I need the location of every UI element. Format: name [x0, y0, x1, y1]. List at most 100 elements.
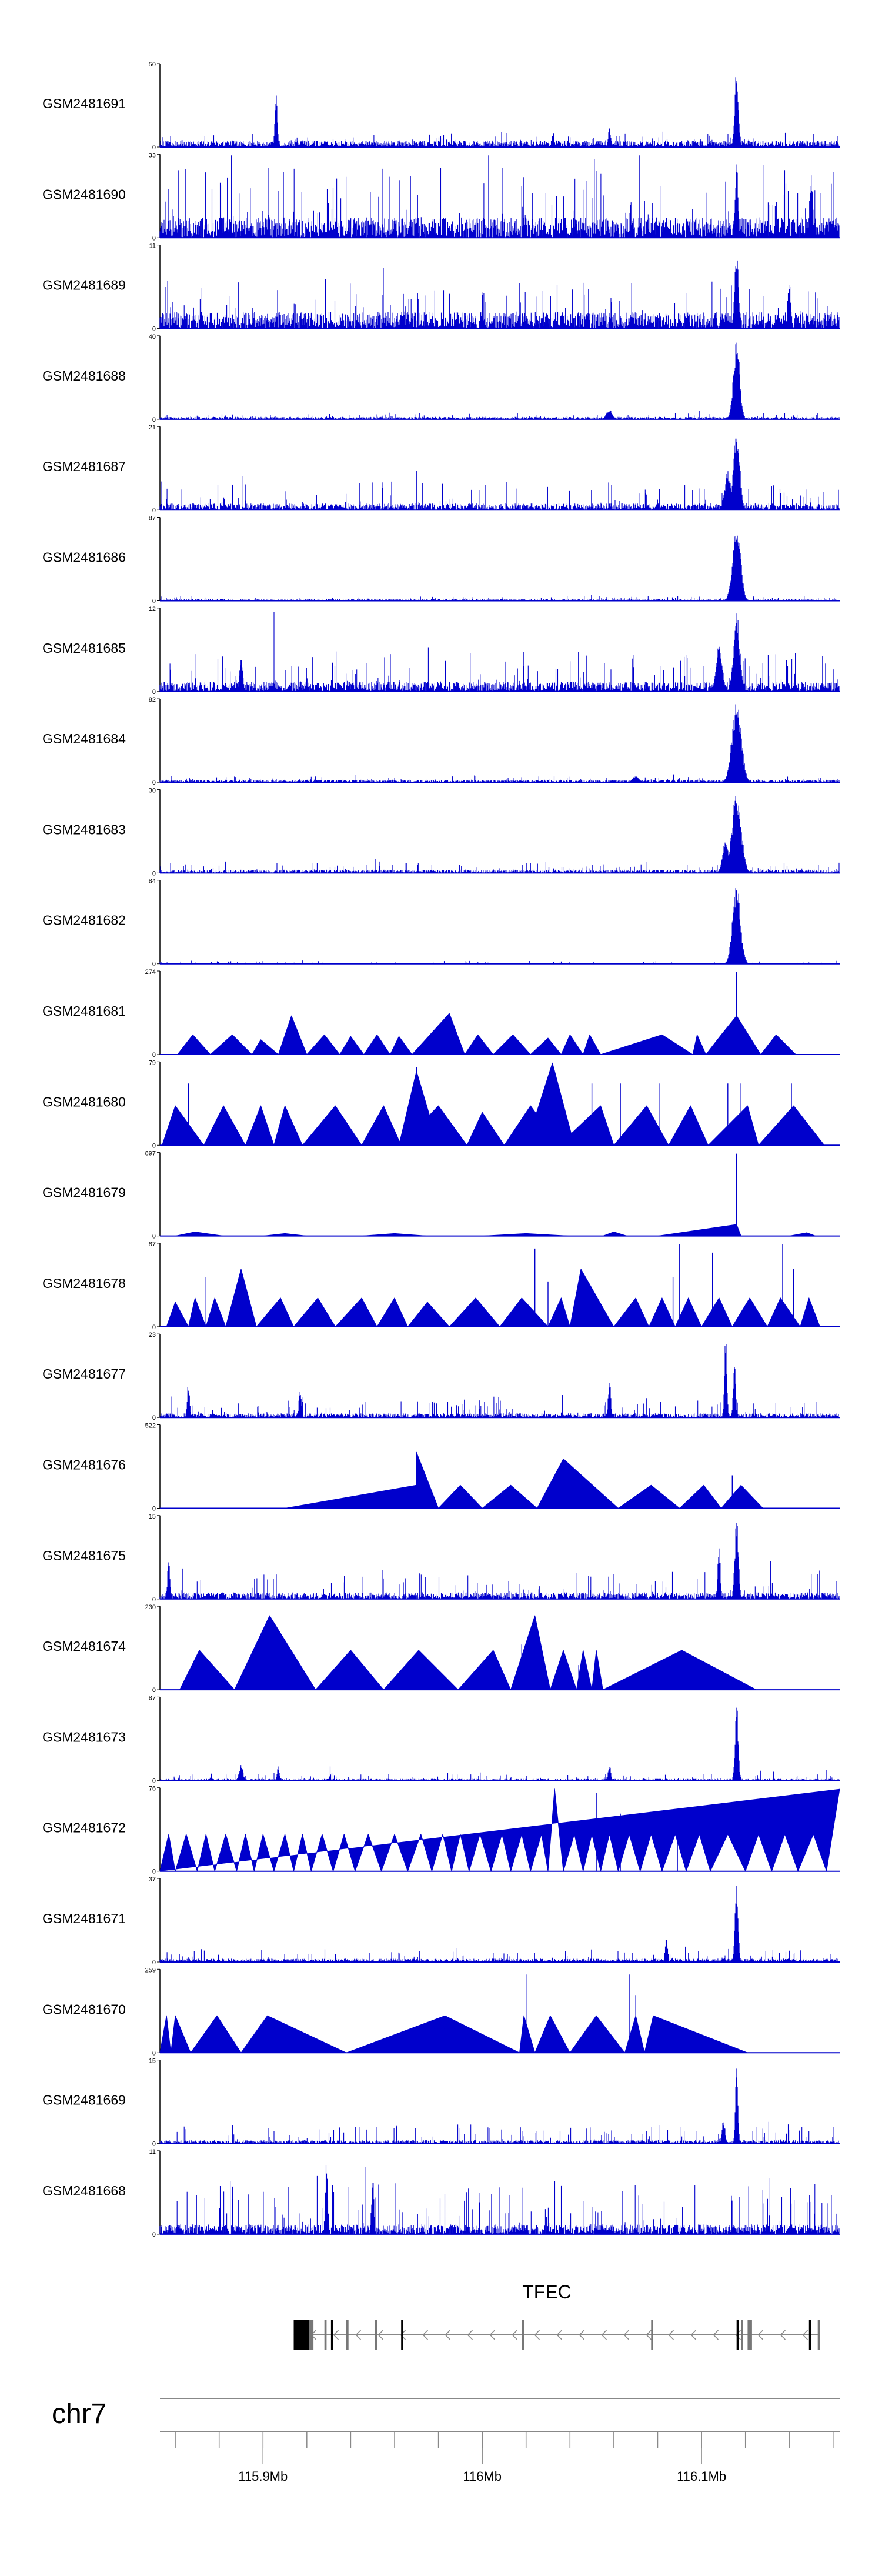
y-tick-label-min: 0 [152, 235, 156, 242]
signal-area [166, 1269, 820, 1327]
y-tick-label-max: 50 [149, 61, 156, 68]
exon [330, 2320, 333, 2350]
signal-spikes [188, 1067, 792, 1146]
ruler-ticks [175, 2432, 834, 2448]
exon [375, 2320, 377, 2350]
track-label: GSM2481671 [42, 1911, 126, 1926]
signal-bars [159, 342, 840, 419]
y-tick-label-min: 0 [152, 2141, 156, 2148]
y-tick-label-max: 79 [149, 1059, 156, 1066]
track-label: GSM2481691 [42, 96, 126, 111]
exon [522, 2320, 524, 2350]
track-GSM2481684: GSM2481684 82 0 [42, 696, 840, 786]
track-GSM2481680: GSM2481680 79 0 [42, 1059, 840, 1149]
track-GSM2481691: GSM2481691 50 0 [42, 61, 840, 151]
track-label: GSM2481672 [42, 1820, 126, 1836]
y-tick-label-max: 76 [149, 1786, 156, 1793]
track-GSM2481670: GSM2481670 259 0 [42, 1967, 840, 2057]
signal-tracks: GSM2481691500GSM2481690330GSM2481689110G… [42, 61, 840, 2238]
track-label: GSM2481669 [42, 2093, 126, 2108]
track-label: GSM2481668 [42, 2183, 126, 2198]
track-label: GSM2481686 [42, 550, 126, 565]
track-GSM2481682: GSM2481682 84 0 [42, 878, 840, 968]
x-tick-label: 116.1Mb [677, 2469, 726, 2484]
track-label: GSM2481685 [42, 640, 126, 656]
y-tick-label-max: 33 [149, 152, 156, 159]
signal-area [159, 1788, 840, 1872]
signal-spikes [521, 1644, 579, 1690]
signal-spikes [596, 1793, 678, 1871]
track-label: GSM2481673 [42, 1729, 126, 1744]
signal-bars [159, 155, 840, 238]
y-tick-label-max: 522 [145, 1423, 156, 1430]
signal-bars [159, 704, 840, 783]
y-tick-label-min: 0 [152, 1324, 156, 1331]
track-label: GSM2481675 [42, 1548, 126, 1563]
y-tick-label-max: 230 [145, 1604, 156, 1611]
y-tick-label-min: 0 [152, 1777, 156, 1784]
track-label: GSM2481674 [42, 1639, 126, 1654]
y-tick-label-max: 21 [149, 424, 156, 431]
y-tick-label-min: 0 [152, 1052, 156, 1059]
track-GSM2481683: GSM2481683 30 0 [42, 787, 840, 877]
exon [741, 2320, 743, 2350]
track-label: GSM2481681 [42, 1003, 126, 1019]
y-tick-label-max: 87 [149, 1694, 156, 1701]
signal-spikes [205, 1244, 794, 1327]
exon [293, 2320, 309, 2350]
x-tick-label: 116Mb [463, 2469, 502, 2484]
track-GSM2481687: GSM2481687 21 0 [42, 424, 840, 514]
signal-bars [159, 77, 840, 147]
y-tick-label-max: 11 [149, 2148, 156, 2155]
track-GSM2481688: GSM2481688 40 0 [42, 333, 840, 423]
y-tick-label-min: 0 [152, 1506, 156, 1513]
y-tick-label-max: 274 [145, 969, 156, 976]
track-label: GSM2481683 [42, 822, 126, 837]
track-label: GSM2481688 [42, 368, 126, 383]
exon [747, 2320, 752, 2350]
y-tick-label-min: 0 [152, 598, 156, 605]
track-label: GSM2481670 [42, 2001, 126, 2017]
signal-area [285, 1451, 763, 1509]
y-tick-label-max: 259 [145, 1967, 156, 1974]
y-tick-label-max: 82 [149, 696, 156, 703]
y-tick-label-max: 84 [149, 878, 156, 885]
signal-area [162, 1062, 825, 1146]
y-tick-label-max: 30 [149, 787, 156, 794]
y-tick-label-max: 40 [149, 333, 156, 341]
signal-area [159, 2015, 748, 2053]
signal-bars [159, 535, 840, 601]
y-tick-label-min: 0 [152, 416, 156, 423]
y-tick-label-min: 0 [152, 1868, 156, 1876]
track-label: GSM2481678 [42, 1276, 126, 1291]
track-label: GSM2481682 [42, 913, 126, 928]
y-tick-label-min: 0 [152, 779, 156, 786]
signal-area [179, 1615, 757, 1690]
track-label: GSM2481677 [42, 1366, 126, 1382]
y-tick-label-min: 0 [152, 326, 156, 333]
track-GSM2481668: GSM2481668 11 0 [42, 2148, 840, 2238]
signal-bars [159, 1886, 839, 1962]
track-GSM2481669: GSM2481669 15 0 [42, 2058, 840, 2148]
y-tick-label-max: 87 [149, 515, 156, 522]
chromosome-label: chr7 [52, 2398, 106, 2430]
y-tick-label-min: 0 [152, 1596, 156, 1603]
track-GSM2481689: GSM2481689 11 0 [42, 243, 840, 333]
y-tick-label-min: 0 [152, 507, 156, 514]
signal-bars [159, 796, 840, 873]
exon [736, 2320, 739, 2350]
exon [346, 2320, 349, 2350]
signal-bars [159, 1344, 840, 1418]
track-GSM2481672: GSM2481672 76 0 [42, 1786, 840, 1876]
signal-bars [159, 1523, 840, 1599]
signal-bars [159, 888, 838, 964]
y-tick-label-min: 0 [152, 870, 156, 877]
gene-label: TFEC [522, 2281, 572, 2303]
signal-area [177, 1013, 796, 1055]
exon [324, 2320, 327, 2350]
track-GSM2481678: GSM2481678 87 0 [42, 1241, 840, 1331]
track-label: GSM2481690 [42, 186, 126, 202]
y-tick-label-max: 11 [149, 243, 156, 250]
y-tick-label-max: 15 [149, 2058, 156, 2065]
